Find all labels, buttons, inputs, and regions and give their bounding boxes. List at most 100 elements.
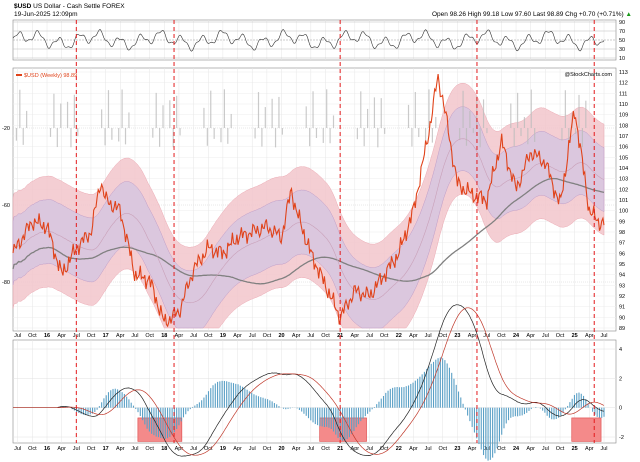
rsi-tick-label: 70: [619, 29, 625, 35]
high-label: High: [467, 11, 482, 18]
legend-swatch: [16, 74, 22, 76]
x-tick-label: Oct: [263, 333, 272, 339]
x-tick-label: 17: [103, 333, 109, 339]
macd-panel: [12, 339, 617, 444]
chg-label: Chg: [565, 11, 578, 18]
right-tick-label: 94: [619, 273, 625, 279]
right-tick-label: 111: [619, 91, 627, 97]
x-tick-label: Apr: [585, 446, 594, 452]
x-tick-label: Apr: [409, 333, 418, 339]
x-tick-label: Apr: [233, 446, 242, 452]
right-tick-label: 97: [619, 241, 625, 247]
x-tick-label: Jul: [14, 446, 21, 452]
left-tick-label: -20: [2, 126, 10, 132]
right-tick-label: 113: [619, 70, 628, 76]
keltner-inner-band: [12, 106, 605, 329]
right-tick-label: 106: [619, 145, 628, 151]
x-tick-label: Oct: [87, 333, 96, 339]
x-tick-label: Oct: [321, 446, 330, 452]
low-label: Low: [501, 11, 514, 18]
right-tick-label: 110: [619, 102, 628, 108]
rsi-tick-label: 10: [619, 56, 625, 62]
x-tick-label: Oct: [204, 333, 213, 339]
x-tick-label: Oct: [438, 446, 447, 452]
last-label: Last: [532, 11, 546, 18]
macd-tick-label: 0: [619, 406, 622, 412]
x-tick-label: Jul: [425, 446, 432, 452]
instrument-name: US Dollar - Cash Settle: [33, 3, 101, 10]
x-tick-label: Oct: [556, 333, 565, 339]
x-tick-label: Oct: [145, 333, 154, 339]
x-tick-label: 16: [44, 446, 50, 452]
x-tick-label: 25: [572, 446, 578, 452]
moving-average-short: [12, 138, 605, 304]
x-tick-label: Apr: [116, 333, 125, 339]
rsi-tick-label: 30: [619, 47, 625, 53]
chg-up-icon: ▲: [625, 11, 632, 18]
open-value: 98.26: [449, 11, 466, 18]
x-tick-label: Apr: [233, 333, 242, 339]
x-tick-label: Oct: [380, 446, 389, 452]
x-tick-label: Jul: [249, 446, 256, 452]
rsi-tick-label: 90: [619, 20, 625, 26]
last-value: 98.89: [547, 11, 564, 18]
x-tick-label: 24: [513, 333, 520, 339]
left-tick-label: -60: [2, 203, 10, 209]
x-tick-label: Jul: [542, 333, 549, 339]
right-tick-label: 98: [619, 230, 625, 236]
x-tick-label: Jul: [307, 333, 314, 339]
x-tick-label: Oct: [28, 333, 37, 339]
quote-line: Open 98.26 High 99.18 Low 97.60 Last 98.…: [432, 11, 632, 18]
right-tick-label: 112: [619, 81, 628, 87]
x-tick-label: 19: [220, 333, 226, 339]
right-tick-label: 103: [619, 177, 628, 183]
x-tick-label: 20: [278, 333, 284, 339]
x-tick-label: 18: [161, 446, 167, 452]
right-tick-label: 105: [619, 155, 628, 161]
right-tick-label: 108: [619, 123, 628, 129]
x-tick-label: Jul: [14, 333, 21, 339]
macd-tick-label: -2: [619, 435, 624, 441]
x-tick-label: Jul: [425, 333, 432, 339]
watermark: @StockCharts.com: [565, 72, 613, 78]
open-label: Open: [432, 11, 448, 18]
x-tick-label: Jul: [600, 333, 607, 339]
x-tick-label: Jul: [366, 333, 373, 339]
x-tick-label: 20: [278, 446, 284, 452]
x-tick-label: Apr: [351, 333, 360, 339]
x-tick-label: Apr: [526, 333, 535, 339]
macd-signal-line: [13, 307, 605, 456]
moving-average-long: [12, 177, 605, 285]
x-tick-label: Jul: [131, 333, 138, 339]
left-tick-label: -80: [2, 280, 10, 286]
x-tick-label: 21: [337, 446, 343, 452]
right-tick-label: 99: [619, 219, 625, 225]
right-tick-label: 93: [619, 283, 625, 289]
x-tick-label: Oct: [438, 333, 447, 339]
x-tick-label: Oct: [321, 333, 330, 339]
x-tick-label: 24: [513, 446, 520, 452]
right-tick-label: 104: [619, 166, 628, 172]
price-line: [12, 74, 605, 328]
x-tick-label: 23: [454, 333, 460, 339]
x-tick-label: Apr: [351, 446, 360, 452]
legend-label: $USD (Weekly) 98.89: [24, 73, 77, 79]
x-tick-label: Oct: [380, 333, 389, 339]
x-tick-label: Apr: [468, 446, 477, 452]
right-tick-label: 101: [619, 198, 628, 204]
x-tick-label: Apr: [585, 333, 594, 339]
x-tick-label: 16: [44, 333, 50, 339]
chart-date: 19-Jun-2025 12:09pm: [14, 11, 78, 18]
x-tick-label: Jul: [190, 333, 197, 339]
x-tick-label: 19: [220, 446, 226, 452]
low-value: 97.60: [514, 11, 532, 18]
x-tick-label: Apr: [116, 446, 125, 452]
macd-highlight-box: [571, 417, 602, 442]
x-tick-label: Oct: [87, 446, 96, 452]
exchange-label: FOREX: [102, 3, 125, 10]
x-tick-label: Apr: [526, 446, 535, 452]
right-tick-label: 91: [619, 305, 625, 311]
chg-value: +0.70 (+0.71%): [578, 11, 624, 18]
